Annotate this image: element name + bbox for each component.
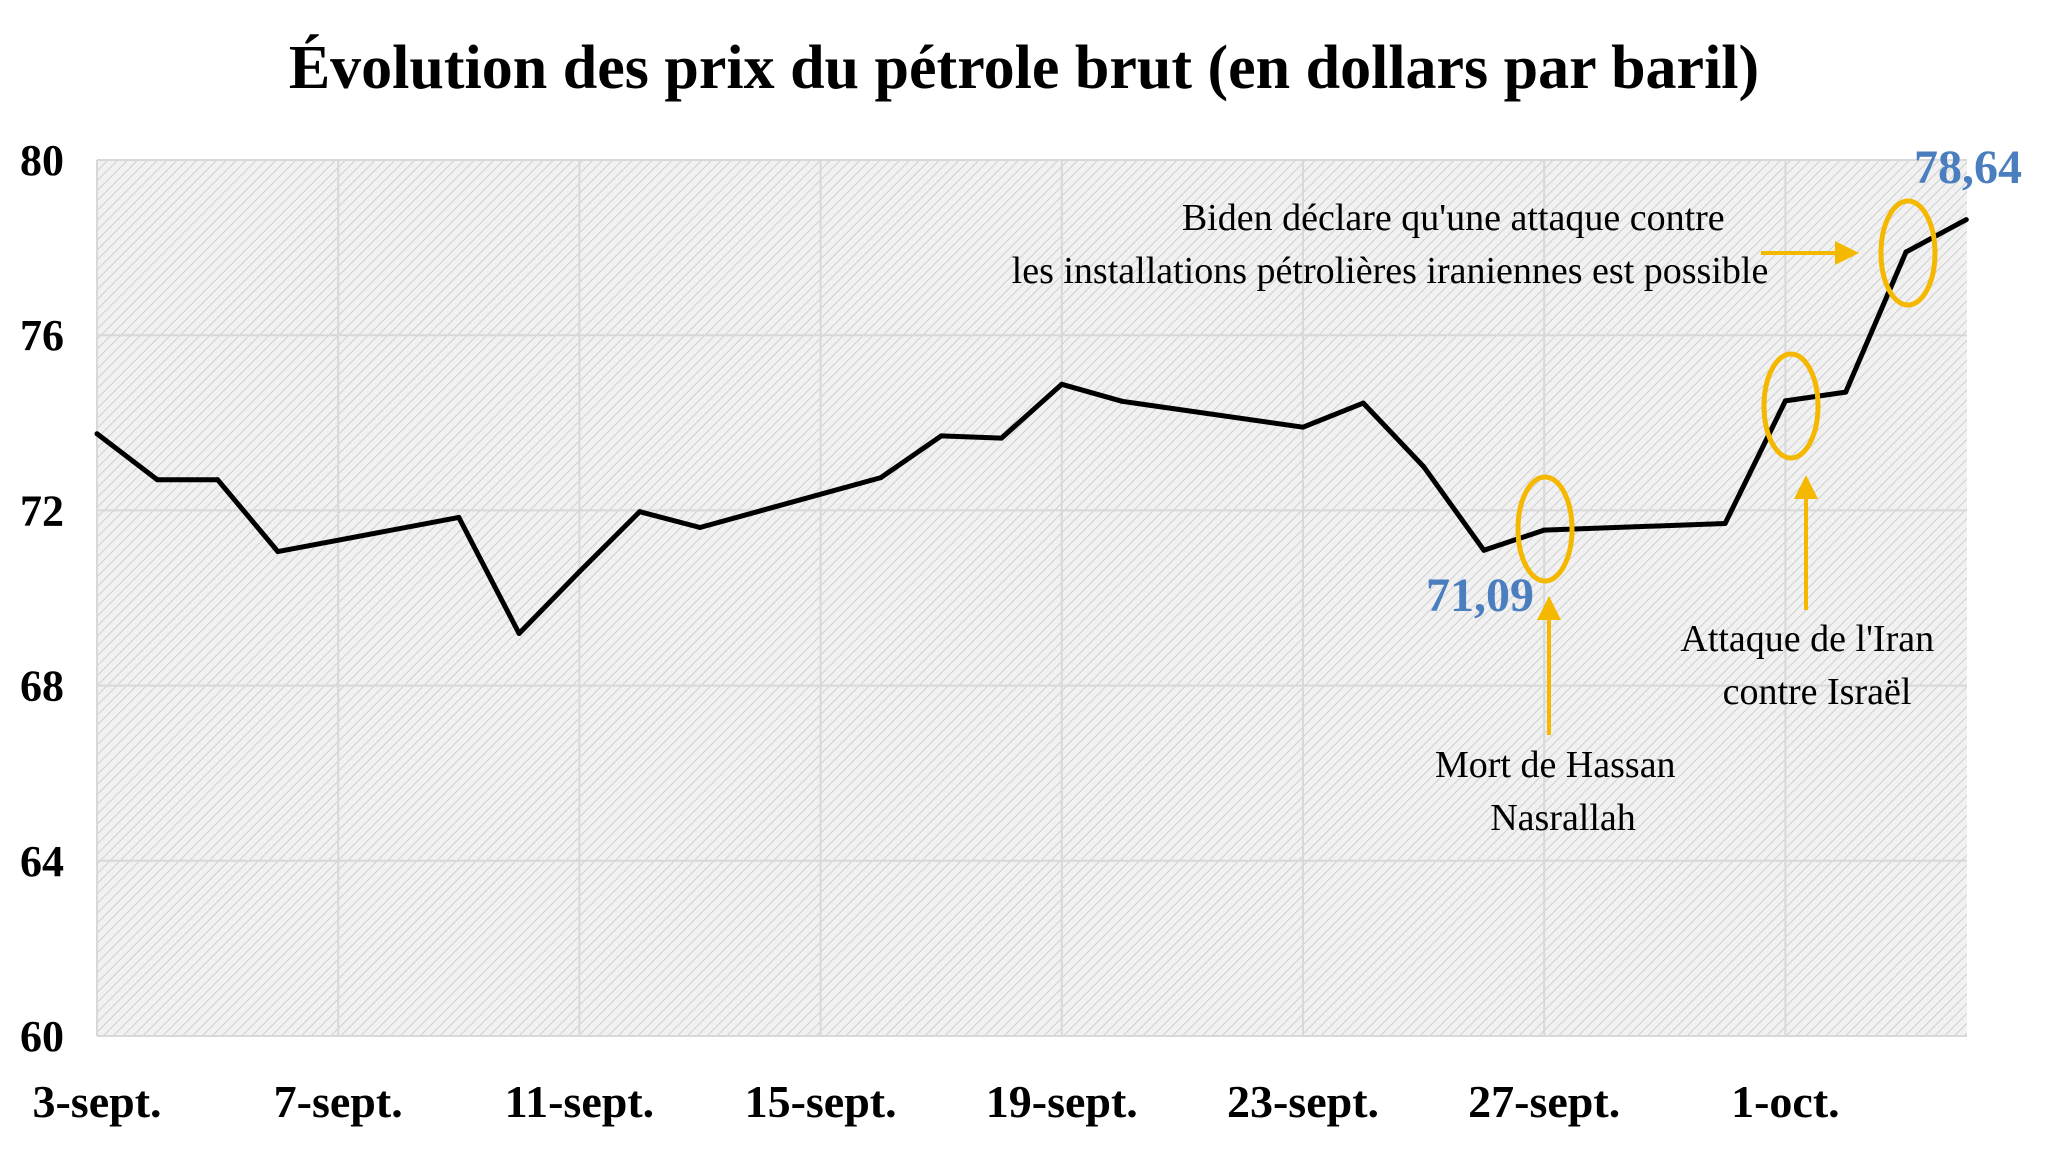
annotation-iran-attack-line-1: Attaque de l'Iran [1680,618,1934,660]
y-tick-label: 60 [20,1012,64,1061]
data-point [1300,424,1306,430]
x-tick-label: 3-sept. [32,1076,161,1127]
data-point [1843,389,1849,395]
data-point [1903,249,1909,255]
data-label-min: 71,09 [1426,569,1534,622]
x-tick-label: 15-sept. [745,1076,897,1127]
x-axis: 3-sept. 7-sept. 11-sept. 15-sept. 19-sept. 23… [32,1076,1839,1127]
x-tick-label: 1-oct. [1731,1076,1840,1127]
x-tick-label: 27-sept. [1468,1076,1620,1127]
y-tick-label: 76 [20,311,64,360]
annotation-nasrallah: Mort de Hassan Nasrallah [1435,744,1685,839]
grid-lines [96,159,1967,1037]
data-point [154,477,160,483]
y-tick-label: 64 [20,837,64,886]
y-axis: 60 64 68 72 76 80 [20,136,64,1061]
data-point [275,549,281,555]
data-point [697,525,703,530]
annotation-iran-attack-line-2: contre Israël [1723,671,1912,713]
data-point [1782,398,1788,404]
annotation-nasrallah-line-2: Nasrallah [1490,797,1636,839]
data-point [516,631,522,636]
data-point [94,431,100,437]
data-point [456,514,462,520]
data-point [938,433,944,439]
x-tick-label: 23-sept. [1227,1076,1379,1127]
y-tick-label: 72 [20,486,64,535]
annotation-nasrallah-line-1: Mort de Hassan [1435,744,1676,786]
plot-area [97,160,1967,1036]
data-point [1421,464,1427,470]
annotation-iran-attack: Attaque de l'Iran contre Israël [1680,618,1943,713]
x-tick-label: 11-sept. [505,1076,655,1127]
data-point [1481,547,1487,553]
data-point [1059,381,1065,387]
data-point [1722,521,1728,526]
data-point [1360,400,1366,406]
annotation-biden: Biden déclare qu'une attaque contre les … [1012,197,1769,292]
highlight-circle-biden [1878,198,1938,308]
annotation-biden-line-2: les installations pétrolières iraniennes… [1012,250,1769,292]
data-point [999,435,1004,441]
data-point [1963,217,1969,223]
data-point [637,509,643,515]
y-tick-label: 68 [20,662,64,711]
annotation-biden-line-1: Biden déclare qu'une attaque contre [1182,197,1725,239]
annotation-layer: Mort de Hassan Nasrallah Attaque de l'Ir… [1012,197,1943,839]
data-point [215,477,221,483]
highlight-circle-iran-attack [1761,351,1821,461]
data-point [576,569,582,575]
chart-title: Évolution des prix du pétrole brut (en d… [289,34,1759,102]
y-tick-label: 80 [20,136,64,185]
series-layer [94,217,1969,636]
data-point [1541,527,1547,533]
data-label-last: 78,64 [1914,141,2022,194]
highlight-circle-nasrallah [1515,474,1575,584]
x-tick-label: 19-sept. [986,1076,1138,1127]
x-tick-label: 7-sept. [274,1076,403,1127]
data-point [878,475,884,481]
series-line [95,217,1968,636]
data-point [1119,398,1125,404]
